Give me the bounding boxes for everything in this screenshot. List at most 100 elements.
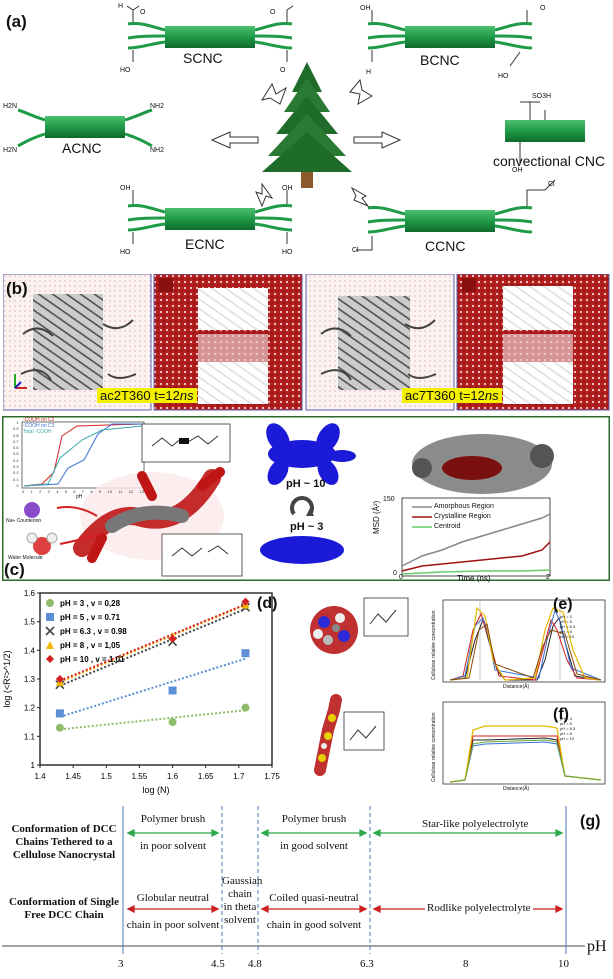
chem-ho4: HO bbox=[282, 249, 293, 256]
inset-legend-3: Total -COOH bbox=[23, 429, 52, 435]
msd-xtick-max: 2 bbox=[546, 574, 550, 581]
y-tick-label: 1.6 bbox=[24, 589, 36, 598]
ph-high-label: pH ~ 10 bbox=[286, 478, 326, 490]
panel-c-label: (c) bbox=[4, 560, 25, 579]
chem-o4: O bbox=[540, 5, 546, 12]
msd-ytick-max: 150 bbox=[383, 496, 395, 503]
chem-o2: O bbox=[270, 9, 276, 16]
ecnc-rod bbox=[127, 190, 293, 244]
bcnc-rod bbox=[367, 10, 533, 67]
x-tick-label: 1.6 bbox=[167, 772, 179, 781]
bcnc-label: BCNC bbox=[420, 52, 460, 68]
panel-f-legend: pH = 3 pH = 5 pH = 6.3 pH = 8 pH = 10 bbox=[560, 716, 576, 741]
chem-h: H bbox=[118, 3, 123, 10]
ph-tick-8: 8 bbox=[463, 958, 469, 970]
panel-d-label: (d) bbox=[257, 595, 278, 612]
row1-star-like: Star-like polyelectrolyte bbox=[420, 818, 531, 830]
snapshot-caption-1: ac2T360 t=12ns bbox=[97, 388, 197, 403]
panel-f-ylabel: Cellulose relative concentration bbox=[431, 712, 437, 782]
msd-xlabel: Time (ns) bbox=[457, 574, 491, 583]
data-point bbox=[46, 599, 54, 607]
msd-ylabel: MSD (Å²) bbox=[372, 500, 381, 534]
legend-entry: pH = 3 , v = 0,28 bbox=[60, 599, 121, 608]
scnc-label: SCNC bbox=[183, 50, 223, 66]
panel-e-label: (e) bbox=[553, 596, 573, 613]
panel-g-diagram bbox=[2, 806, 585, 954]
panel-a-illustration: H O O HO O OH H O HO H2N H2N NH2 NH2 SO3… bbox=[3, 3, 585, 256]
data-point bbox=[241, 703, 250, 712]
chem-h2n: H2N bbox=[3, 103, 17, 110]
tree-icon bbox=[262, 62, 352, 188]
x-tick-label: 1.55 bbox=[132, 772, 148, 781]
data-point bbox=[55, 675, 64, 683]
row1-poor-solvent: Polymer brush in poor solvent bbox=[140, 813, 206, 852]
ccnc-label: CCNC bbox=[425, 238, 466, 254]
arrows bbox=[210, 78, 402, 208]
star-conformation bbox=[266, 423, 356, 485]
trend-line bbox=[59, 709, 246, 731]
data-point bbox=[55, 709, 64, 718]
row2-title: Conformation of Single Free DCC Chain bbox=[9, 896, 119, 921]
panel-f-label: (f) bbox=[553, 706, 569, 723]
axes-icon bbox=[14, 374, 27, 389]
x-tick-label: 1.75 bbox=[264, 772, 280, 781]
panel-b-snapshots bbox=[3, 274, 610, 411]
data-point bbox=[46, 613, 54, 621]
msd-chart bbox=[401, 497, 551, 577]
panel-a-label: (a) bbox=[6, 12, 27, 31]
ccnc-rod bbox=[356, 179, 556, 251]
ph-tick-6-3: 6.3 bbox=[360, 958, 374, 970]
ph-tick-10: 10 bbox=[558, 958, 569, 970]
msd-xtick-min: 0 bbox=[399, 574, 403, 581]
chem-o: O bbox=[140, 9, 146, 16]
data-point bbox=[46, 655, 54, 663]
ph-tick-4-8: 4.8 bbox=[248, 958, 262, 970]
inset-legend-2: -COOH on C3 bbox=[23, 423, 55, 429]
legend-entry: pH = 6.3 , v = 0.98 bbox=[60, 627, 127, 636]
y-axis-label: log (<R²>^1/2) bbox=[2, 650, 12, 707]
chem-ho3: HO bbox=[120, 249, 131, 256]
inset-legend-1: -COOH on C2 bbox=[23, 417, 55, 423]
data-point bbox=[55, 723, 64, 732]
water-label: Water Molecule bbox=[8, 555, 43, 561]
plot-frame bbox=[39, 592, 273, 766]
legend-entry: pH = 8 , v = 1,05 bbox=[60, 641, 121, 650]
panel-c bbox=[2, 416, 610, 581]
inset-xlabel: pH bbox=[76, 494, 83, 500]
panel-d-chart: 1.4 1.45 1.5 1.55 1.6 1.65 1.7 1.75 1 1.1 1.2 1.3 1.… bbox=[2, 589, 280, 795]
chem-o3: O bbox=[280, 67, 286, 74]
rod-molecule bbox=[314, 694, 342, 776]
row2-globular: Globular neutral chain in poor solvent bbox=[126, 892, 220, 931]
chem-oh3: OH bbox=[120, 185, 131, 192]
chem-cl2: Cl bbox=[352, 247, 359, 254]
conventional-cnc-rod bbox=[505, 101, 585, 164]
msd-legend-3: Centroid bbox=[434, 523, 461, 530]
globular-molecule bbox=[310, 606, 358, 654]
chem-ho2: HO bbox=[498, 73, 509, 80]
scnc-rod bbox=[126, 5, 294, 62]
panel-e-xlabel: Distance(Å) bbox=[503, 684, 530, 690]
legend-entry: pH = 10 , v = 1.01 bbox=[60, 655, 125, 664]
chem-nh2-2: NH2 bbox=[150, 147, 164, 154]
chem-oh: OH bbox=[360, 5, 371, 12]
conventional-cnc-label: convectional CNC bbox=[493, 153, 606, 169]
y-tick-label: 1 bbox=[31, 761, 36, 770]
panel-b-label: (b) bbox=[6, 279, 28, 298]
data-point bbox=[45, 626, 55, 636]
data-point bbox=[241, 597, 250, 606]
x-tick-label: 1.7 bbox=[233, 772, 245, 781]
y-tick-label: 1.5 bbox=[24, 618, 36, 627]
msd-legend-1: Amorphous Region bbox=[434, 503, 494, 510]
acnc-label: ACNC bbox=[62, 140, 102, 156]
row2-rodlike: Rodlike polyelectrolyte bbox=[425, 902, 533, 914]
x-tick-label: 1.4 bbox=[34, 772, 46, 781]
y-tick-label: 1.1 bbox=[24, 732, 36, 741]
panel-f-xlabel: Distance(Å) bbox=[503, 786, 530, 792]
panel-ef-charts bbox=[442, 599, 606, 785]
y-tick-label: 1.2 bbox=[24, 704, 36, 713]
row2-coiled: Coiled quasi-neutral chain in good solven… bbox=[266, 892, 362, 931]
chem-oh4: OH bbox=[282, 185, 293, 192]
chem-h2n-2: H2N bbox=[3, 147, 17, 154]
water-molecule-icon bbox=[26, 532, 58, 555]
